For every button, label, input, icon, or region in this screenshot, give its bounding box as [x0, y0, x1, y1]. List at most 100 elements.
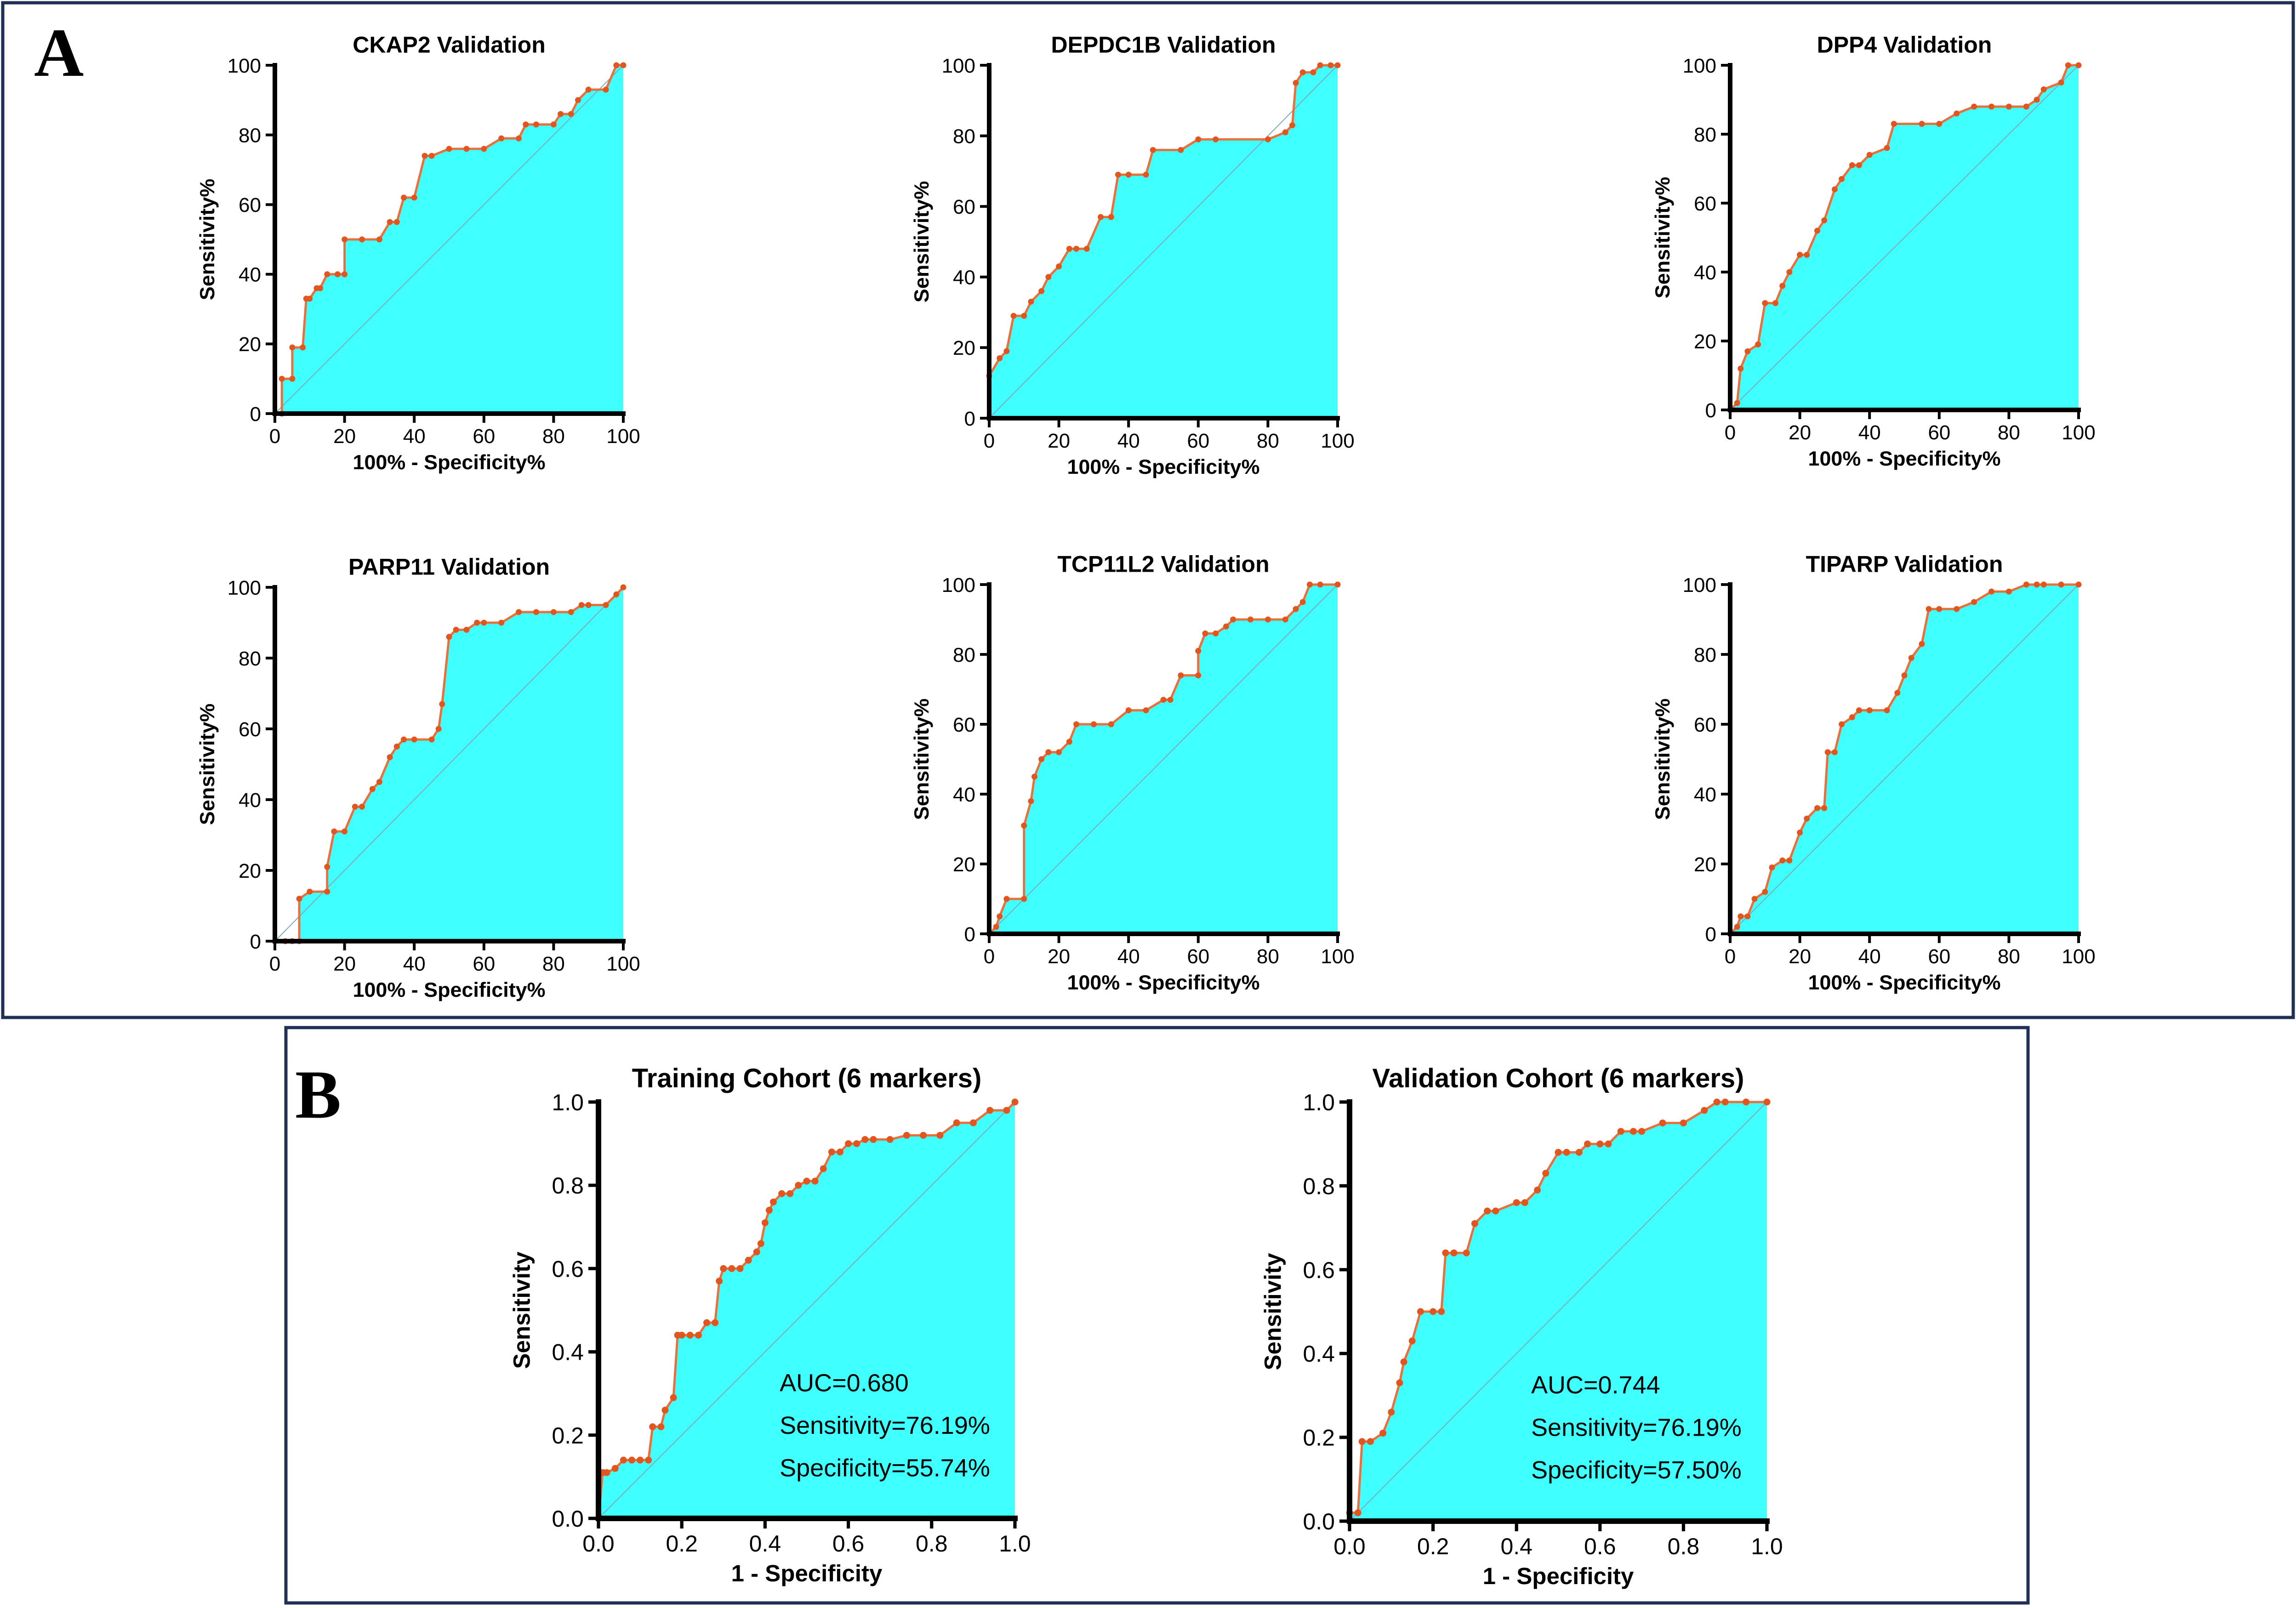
- roc-point: [720, 1265, 727, 1272]
- roc-point: [1066, 245, 1072, 252]
- roc-point: [803, 1177, 810, 1185]
- y-tick-label: 0.0: [1303, 1509, 1335, 1534]
- x-axis-label: 100% - Specificity%: [1808, 447, 2000, 470]
- y-tick-label: 60: [953, 714, 975, 736]
- roc-point: [1555, 1148, 1562, 1156]
- roc-point: [533, 121, 539, 128]
- y-tick-label: 80: [1694, 644, 1716, 666]
- x-tick-label: 100: [1321, 430, 1354, 452]
- y-tick-label: 80: [1694, 124, 1716, 146]
- roc-point: [334, 271, 341, 278]
- x-axis-label: 100% - Specificity%: [353, 450, 545, 474]
- roc-point: [795, 1182, 802, 1189]
- roc-point: [1849, 714, 1855, 721]
- roc-point: [1083, 245, 1090, 252]
- roc-point: [533, 609, 539, 615]
- roc-point: [1108, 721, 1114, 727]
- roc-point: [1659, 1119, 1666, 1127]
- x-tick-label: 100: [2062, 421, 2095, 444]
- reference-diagonal: [274, 65, 624, 414]
- roc-point: [1680, 1119, 1687, 1127]
- roc-point: [1954, 606, 1960, 612]
- roc-point: [1769, 864, 1775, 871]
- roc-point: [435, 726, 442, 732]
- roc-point: [997, 913, 1003, 920]
- roc-point: [1919, 121, 1925, 127]
- roc-point: [1282, 129, 1288, 136]
- roc-point: [585, 86, 592, 93]
- roc-point: [820, 1165, 827, 1172]
- reference-diagonal: [598, 1102, 1015, 1519]
- roc-annotation: Specificity=55.74%: [780, 1455, 990, 1482]
- roc-point: [1762, 889, 1768, 895]
- roc-point: [453, 626, 459, 633]
- roc-point: [1751, 896, 1758, 902]
- roc-point: [300, 344, 306, 351]
- roc-point: [2058, 581, 2064, 588]
- y-tick-label: 100: [942, 574, 975, 597]
- roc-chart-1: 0 20 40 60 80 100 0 20 40 60 80 100 CKAP2 Validation…: [195, 32, 640, 474]
- roc-point: [1542, 1170, 1550, 1177]
- roc-chart-5: 0 20 40 60 80 100 0 20 40 60 80 100 TCP11L2 Validati…: [910, 551, 1355, 994]
- roc-point: [1396, 1379, 1403, 1386]
- roc-point: [2005, 103, 2012, 110]
- x-tick-label: 20: [1048, 945, 1070, 968]
- chart-title: Validation Cohort (6 markers): [1373, 1063, 1744, 1093]
- roc-point: [1202, 630, 1208, 636]
- y-tick-label: 20: [239, 333, 261, 356]
- roc-point: [1786, 857, 1793, 864]
- y-tick-label: 100: [942, 55, 975, 77]
- roc-point: [1638, 1128, 1646, 1135]
- roc-point: [920, 1131, 927, 1139]
- y-tick-label: 100: [228, 577, 261, 599]
- panel-a-label: A: [34, 15, 84, 91]
- roc-point: [1230, 616, 1236, 623]
- roc-point: [1513, 1199, 1520, 1206]
- y-tick-label: 0.4: [1303, 1341, 1335, 1367]
- roc-point: [481, 619, 487, 626]
- roc-point: [1265, 136, 1271, 142]
- roc-point: [2075, 581, 2082, 588]
- x-tick-label: 100: [2062, 945, 2095, 968]
- roc-point: [1856, 707, 1862, 714]
- roc-point: [1721, 1098, 1729, 1106]
- roc-point: [568, 609, 574, 615]
- roc-point: [387, 754, 393, 761]
- roc-point: [369, 786, 376, 792]
- roc-point: [1003, 896, 1010, 902]
- roc-point: [1821, 805, 1828, 811]
- x-axis-label: 100% - Specificity%: [353, 978, 545, 1001]
- roc-point: [1195, 672, 1202, 679]
- roc-point: [400, 194, 407, 201]
- roc-point: [1734, 400, 1740, 406]
- roc-point: [1400, 1358, 1407, 1365]
- x-tick-label: 20: [333, 425, 356, 448]
- reference-diagonal: [989, 584, 1338, 934]
- roc-point: [2023, 103, 2029, 110]
- roc-point: [695, 1331, 702, 1339]
- roc-point: [1028, 798, 1034, 804]
- roc-point: [778, 1190, 786, 1197]
- roc-point: [1908, 655, 1914, 661]
- roc-point: [578, 602, 585, 608]
- roc-point: [1090, 721, 1097, 727]
- x-tick-label: 1.0: [999, 1531, 1031, 1557]
- roc-point: [1310, 69, 1316, 75]
- roc-point: [324, 888, 330, 895]
- roc-point: [1073, 245, 1079, 252]
- x-tick-label: 60: [1187, 945, 1209, 968]
- roc-point: [745, 1256, 752, 1264]
- roc-point: [997, 355, 1003, 361]
- roc-point: [1317, 62, 1323, 68]
- roc-point: [716, 1278, 723, 1285]
- y-tick-label: 80: [953, 125, 975, 148]
- roc-point: [686, 1331, 694, 1339]
- roc-point: [845, 1140, 852, 1148]
- roc-point: [1492, 1207, 1499, 1215]
- x-tick-label: 0: [269, 425, 280, 448]
- x-tick-label: 80: [1257, 430, 1279, 452]
- roc-point: [1223, 623, 1229, 630]
- x-tick-label: 80: [1257, 945, 1279, 968]
- y-axis-label: Sensitivity: [509, 1251, 535, 1369]
